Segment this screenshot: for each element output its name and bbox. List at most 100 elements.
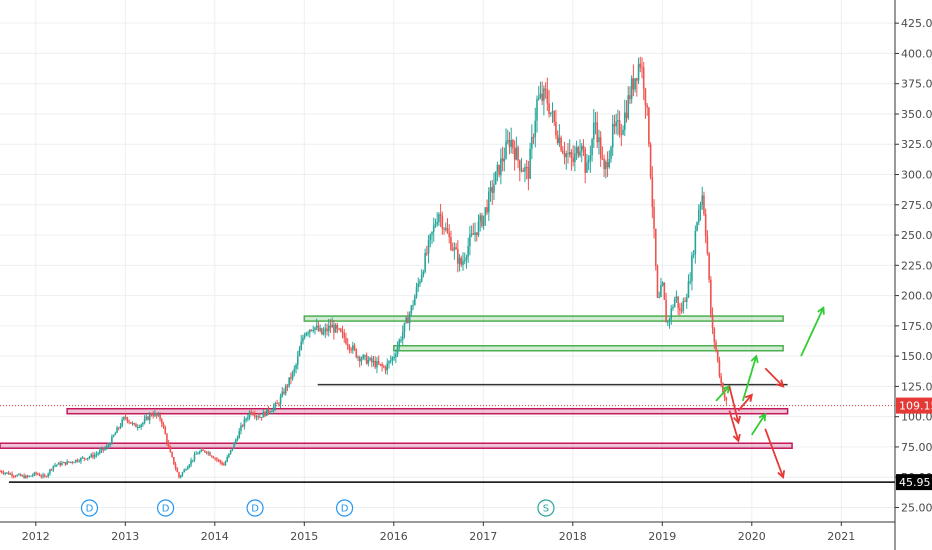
candle-body <box>0 471 1 473</box>
candle-body <box>130 422 132 424</box>
candle-body <box>326 328 328 332</box>
candle-body <box>0 471 3 473</box>
candle-body <box>584 149 586 173</box>
candle-body <box>45 476 48 478</box>
candle-body <box>42 474 44 477</box>
y-tick-label: 150.00 <box>901 350 932 363</box>
y-tick-label: 275.00 <box>901 199 932 212</box>
level-band[interactable] <box>0 442 793 449</box>
y-tick-label: 125.00 <box>901 380 932 393</box>
y-tick-label: 300.00 <box>901 169 932 182</box>
candle-body <box>35 472 37 474</box>
level-band[interactable] <box>303 315 784 322</box>
candle-body <box>506 140 509 142</box>
candle-body <box>147 416 149 420</box>
candle-body <box>596 122 599 143</box>
arrow-head <box>776 379 785 388</box>
candle-body <box>525 167 528 169</box>
candle-body <box>319 328 321 331</box>
candle-body <box>460 257 463 265</box>
candle-body <box>639 63 642 68</box>
candle-body <box>539 93 542 98</box>
candle-body <box>150 414 153 416</box>
dividend-badge[interactable]: D <box>335 499 354 517</box>
y-tick-label: 75.00 <box>901 441 932 454</box>
candle-body <box>61 463 63 466</box>
candle-body <box>496 164 499 172</box>
candle-body <box>479 215 482 222</box>
x-tick-label: 2021 <box>827 530 855 543</box>
candle-body <box>12 475 15 477</box>
candle-body <box>386 363 389 371</box>
candle-body <box>472 233 475 235</box>
candle-body <box>644 88 647 106</box>
candle-body <box>310 329 313 331</box>
candle-body <box>219 460 222 463</box>
candle-body <box>439 214 442 217</box>
dividend-badge[interactable]: D <box>156 499 175 517</box>
dividend-badge[interactable]: D <box>80 499 99 517</box>
candle-body <box>412 305 414 307</box>
level-band[interactable] <box>393 345 784 352</box>
projection-arrow[interactable] <box>764 367 785 388</box>
candle-body <box>558 137 561 144</box>
candle-body <box>322 331 325 335</box>
level-band[interactable] <box>66 407 789 415</box>
candle-body <box>389 360 392 362</box>
candle-body <box>376 361 378 368</box>
candle-body <box>408 313 411 324</box>
candle-body <box>642 67 645 89</box>
projection-arrow[interactable] <box>728 410 741 443</box>
candle-body <box>19 474 22 476</box>
candle-body <box>278 403 280 405</box>
candle-body <box>524 167 526 172</box>
dividend-badge[interactable]: D <box>246 499 264 517</box>
candlestick-series <box>0 56 728 479</box>
candle-body <box>236 438 239 440</box>
projection-arrow[interactable] <box>728 386 742 425</box>
arrow-shaft <box>800 307 825 357</box>
time-axis[interactable]: 2012 2013 2014 2015 2016 2017 2018 2019 2020 2021 <box>22 522 856 543</box>
candle-body <box>718 360 721 377</box>
projection-arrow[interactable] <box>741 354 759 402</box>
projection-arrow[interactable] <box>764 428 786 479</box>
candle-body <box>448 232 451 238</box>
projection-arrow[interactable] <box>737 393 754 412</box>
price-label-box <box>896 474 932 491</box>
candle-body <box>78 461 80 463</box>
candle-body <box>247 417 249 419</box>
candle-body <box>240 425 242 431</box>
candle-body <box>257 416 259 418</box>
candle-body <box>537 97 540 100</box>
candle-body <box>331 324 333 328</box>
candle-body <box>501 158 504 162</box>
candle-body <box>444 228 447 230</box>
candle-body <box>295 364 297 369</box>
candle-body <box>685 297 688 302</box>
candle-body <box>97 453 99 455</box>
candle-body <box>185 469 187 471</box>
candle-body <box>407 317 409 324</box>
candle-body <box>229 450 232 454</box>
projection-arrow[interactable] <box>800 305 825 357</box>
candle-body <box>663 282 666 300</box>
candle-body <box>104 448 106 450</box>
candle-body <box>381 364 383 367</box>
candle-body <box>577 147 580 156</box>
candle-body <box>216 458 218 460</box>
candle-body <box>646 105 648 108</box>
candle-body <box>529 148 531 179</box>
candle-body <box>343 332 346 338</box>
split-badge[interactable]: S <box>537 499 555 517</box>
candle-body <box>6 472 8 474</box>
candle-body <box>508 140 511 147</box>
price-axis[interactable]: 425.00 400.00 375.00 350.00 325.00 300.00 275.… <box>895 17 932 514</box>
candle-body <box>138 426 141 428</box>
x-tick-label: 2016 <box>380 530 408 543</box>
candle-body <box>715 342 717 351</box>
projection-arrow[interactable] <box>751 412 767 436</box>
candle-body <box>689 281 691 283</box>
candle-body <box>708 253 710 280</box>
candle-body <box>345 337 347 344</box>
